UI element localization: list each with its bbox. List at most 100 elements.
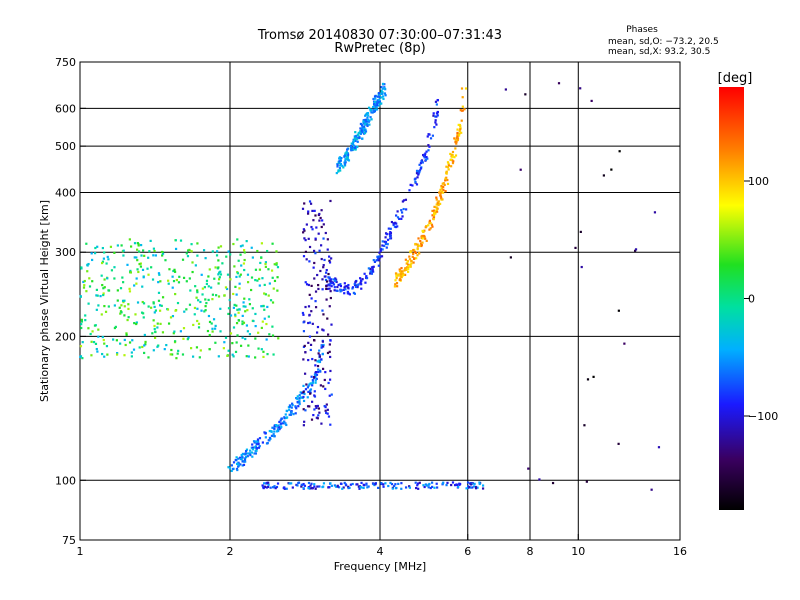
data-point-series-0 [136,268,139,271]
data-point-series-3 [450,158,453,161]
data-point-series-0 [241,244,244,247]
data-point-series-7 [634,248,638,251]
data-point-series-0 [190,250,193,253]
data-point-series-3 [456,133,459,136]
data-point-series-2 [347,292,350,295]
data-point-series-4 [330,257,333,260]
data-point-series-0 [133,322,136,325]
data-point-series-0 [265,338,268,341]
data-point-series-5 [366,120,369,123]
data-point-series-0 [235,275,238,279]
data-point-series-5 [384,88,387,91]
data-point-series-6 [359,486,362,489]
data-point-series-0 [264,261,268,264]
data-point-series-4 [302,391,305,394]
y-axis-label: Stationary phase Virtual Height [km] [38,200,51,402]
data-point-series-3 [417,237,420,240]
data-point-series-6 [470,486,473,489]
data-point-series-0 [153,305,156,309]
data-point-series-6 [384,482,387,485]
data-point-series-0 [80,318,83,321]
data-point-series-0 [197,299,200,302]
data-point-series-0 [186,255,190,258]
data-point-series-6 [473,482,476,485]
data-point-series-0 [229,314,233,317]
data-point-series-2 [323,275,326,278]
data-point-series-1 [240,454,243,457]
data-point-series-5 [365,118,368,122]
data-point-series-6 [282,486,285,490]
data-point-series-4 [305,383,308,386]
data-point-series-2 [336,289,339,292]
data-point-series-6 [310,482,313,485]
data-point-series-0 [211,298,214,301]
data-point-series-0 [207,314,211,318]
data-point-series-3 [457,123,460,127]
data-point-series-1 [254,445,258,448]
data-point-series-0 [191,355,195,358]
data-point-series-5 [369,108,373,111]
data-point-series-0 [217,246,220,249]
data-point-series-3 [460,119,463,122]
data-point-series-0 [275,250,278,253]
data-point-series-2 [359,281,362,284]
data-point-series-0 [154,330,157,333]
data-point-series-5 [346,147,350,150]
data-point-series-3 [433,205,436,208]
data-point-series-1 [242,463,246,466]
x-axis-ticks: 1 2 4 6 8 10 16 [77,534,687,558]
data-point-series-5 [362,119,365,122]
data-point-series-5 [373,95,377,98]
data-point-series-1 [273,435,276,438]
data-point-series-5 [343,163,347,166]
data-point-series-3 [428,228,431,231]
data-point-series-6 [357,485,360,488]
data-point-series-0 [157,344,160,347]
data-point-series-0 [196,291,199,294]
data-point-series-0 [110,269,114,272]
data-point-series-5 [383,92,387,95]
data-point-series-4 [313,261,316,265]
data-point-series-0 [243,251,246,254]
data-point-series-0 [128,238,131,241]
data-point-series-7 [586,378,590,381]
data-point-series-0 [212,318,216,321]
data-point-series-4 [319,384,322,387]
data-point-series-4 [306,405,310,408]
data-point-series-0 [156,326,159,329]
data-point-series-0 [153,327,156,331]
data-point-series-0 [178,275,181,278]
data-point-series-0 [122,301,125,304]
data-point-series-5 [367,120,371,123]
data-point-series-4 [304,281,307,284]
data-point-series-6 [476,486,479,489]
data-point-series-2 [329,278,333,281]
data-point-series-1 [270,434,274,437]
data-point-series-0 [113,326,117,330]
data-point-series-5 [369,116,372,119]
data-point-series-6 [302,482,305,486]
data-point-series-3 [459,109,462,112]
data-point-series-1 [310,375,313,378]
data-point-series-0 [252,319,255,323]
data-point-series-2 [360,287,363,290]
data-point-series-0 [140,311,144,314]
data-point-series-1 [241,460,244,463]
data-point-series-6 [355,483,358,486]
data-point-series-0 [105,262,108,265]
data-point-series-0 [267,294,270,297]
data-point-series-2 [332,278,335,281]
data-point-series-0 [232,355,235,358]
data-point-series-0 [91,330,94,333]
data-point-series-0 [208,334,211,337]
data-point-series-0 [217,278,221,281]
data-point-series-3 [446,182,450,186]
data-point-series-0 [234,315,237,318]
data-point-series-5 [359,130,362,133]
data-point-series-0 [123,338,126,342]
data-point-series-2 [347,283,350,287]
data-point-series-3 [405,266,409,269]
data-point-series-2 [394,221,397,224]
data-point-series-0 [271,276,274,279]
data-point-series-7 [583,424,586,427]
